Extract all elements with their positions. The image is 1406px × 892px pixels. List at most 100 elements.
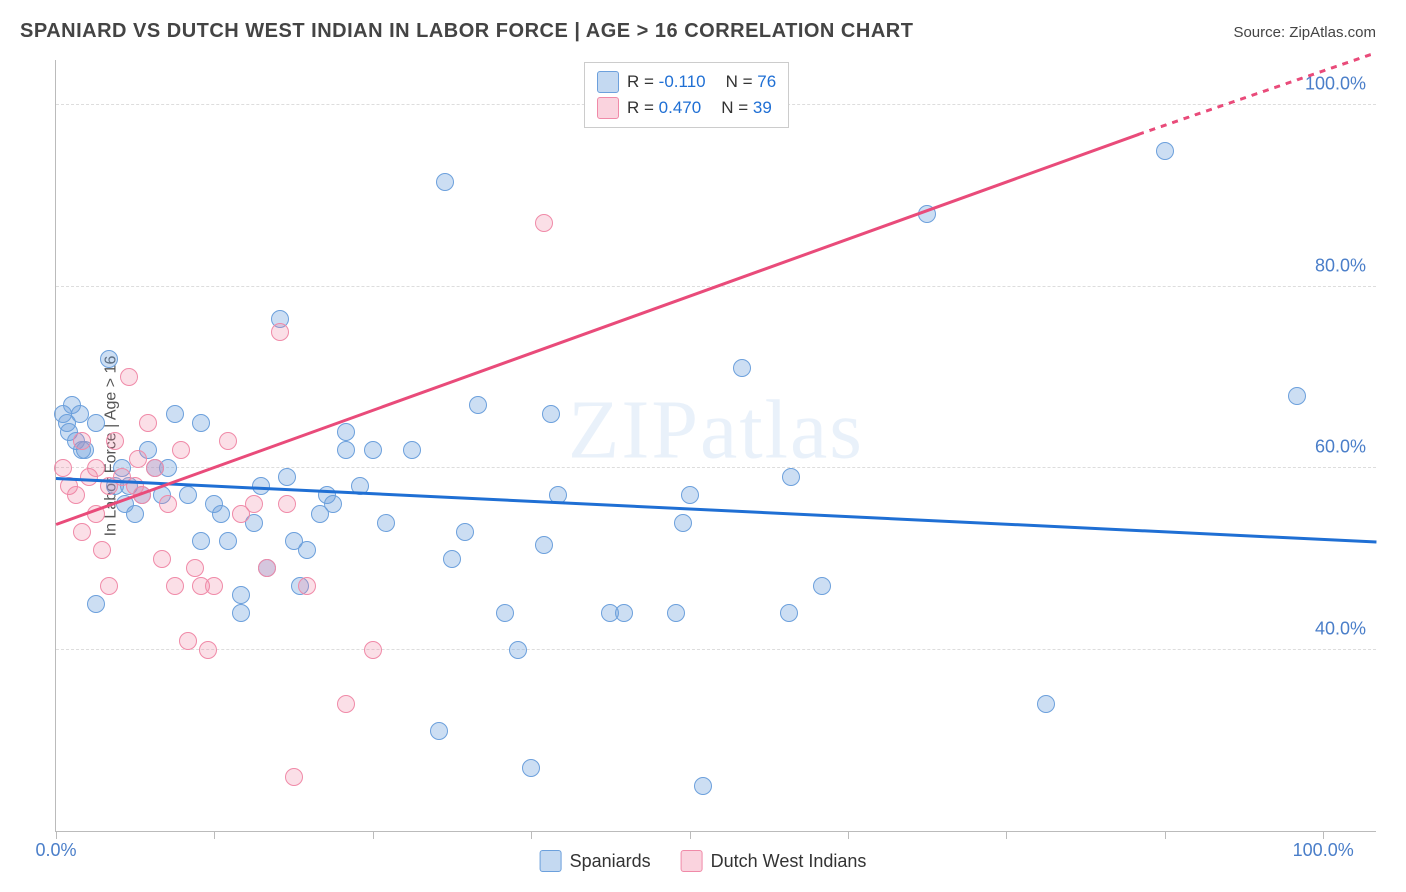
watermark: ZIPatlas bbox=[568, 382, 864, 479]
data-point bbox=[780, 604, 798, 622]
x-tick bbox=[1006, 831, 1007, 839]
data-point bbox=[87, 414, 105, 432]
x-tick-label: 100.0% bbox=[1293, 840, 1354, 861]
stat-n-label: N = 39 bbox=[721, 98, 772, 118]
data-point bbox=[73, 523, 91, 541]
data-point bbox=[219, 432, 237, 450]
x-tick bbox=[56, 831, 57, 839]
data-point bbox=[285, 768, 303, 786]
data-point bbox=[813, 577, 831, 595]
gridline bbox=[56, 467, 1376, 468]
data-point bbox=[179, 486, 197, 504]
data-point bbox=[298, 541, 316, 559]
data-point bbox=[219, 532, 237, 550]
data-point bbox=[93, 541, 111, 559]
stats-legend-row: R = -0.110 N = 76 bbox=[597, 69, 776, 95]
legend-swatch bbox=[597, 71, 619, 93]
data-point bbox=[153, 550, 171, 568]
data-point bbox=[232, 604, 250, 622]
data-point bbox=[258, 559, 276, 577]
data-point bbox=[100, 577, 118, 595]
data-point bbox=[106, 432, 124, 450]
data-point bbox=[166, 405, 184, 423]
x-tick bbox=[1323, 831, 1324, 839]
data-point bbox=[120, 368, 138, 386]
x-tick bbox=[1165, 831, 1166, 839]
data-point bbox=[337, 695, 355, 713]
series-legend: Spaniards Dutch West Indians bbox=[540, 850, 867, 872]
data-point bbox=[443, 550, 461, 568]
data-point bbox=[542, 405, 560, 423]
data-point bbox=[535, 536, 553, 554]
data-point bbox=[73, 432, 91, 450]
data-point bbox=[87, 459, 105, 477]
data-point bbox=[377, 514, 395, 532]
data-point bbox=[364, 641, 382, 659]
source-attribution: Source: ZipAtlas.com bbox=[1233, 24, 1376, 41]
legend-swatch bbox=[540, 850, 562, 872]
data-point bbox=[1037, 695, 1055, 713]
data-point bbox=[232, 586, 250, 604]
data-point bbox=[100, 350, 118, 368]
data-point bbox=[179, 632, 197, 650]
data-point bbox=[139, 414, 157, 432]
data-point bbox=[615, 604, 633, 622]
data-point bbox=[199, 641, 217, 659]
data-point bbox=[681, 486, 699, 504]
chart-container: ZIPatlas In Labor Force | Age > 16 40.0%… bbox=[55, 60, 1376, 832]
data-point bbox=[126, 505, 144, 523]
data-point bbox=[667, 604, 685, 622]
data-point bbox=[430, 722, 448, 740]
data-point bbox=[337, 423, 355, 441]
data-point bbox=[733, 359, 751, 377]
data-point bbox=[337, 441, 355, 459]
data-point bbox=[403, 441, 421, 459]
data-point bbox=[456, 523, 474, 541]
stat-n-label: N = 76 bbox=[726, 72, 777, 92]
data-point bbox=[674, 514, 692, 532]
gridline bbox=[56, 649, 1376, 650]
stat-r-label: R = -0.110 bbox=[627, 72, 706, 92]
x-tick bbox=[531, 831, 532, 839]
data-point bbox=[192, 532, 210, 550]
data-point bbox=[146, 459, 164, 477]
data-point bbox=[278, 495, 296, 513]
data-point bbox=[192, 414, 210, 432]
legend-label: Spaniards bbox=[570, 851, 651, 872]
data-point bbox=[469, 396, 487, 414]
data-point bbox=[186, 559, 204, 577]
plot-area: ZIPatlas In Labor Force | Age > 16 40.0%… bbox=[55, 60, 1376, 832]
data-point bbox=[129, 450, 147, 468]
stat-r-label: R = 0.470 bbox=[627, 98, 701, 118]
data-point bbox=[436, 173, 454, 191]
data-point bbox=[54, 459, 72, 477]
y-tick-label: 100.0% bbox=[1305, 74, 1366, 95]
chart-title: SPANIARD VS DUTCH WEST INDIAN IN LABOR F… bbox=[20, 20, 913, 43]
data-point bbox=[159, 495, 177, 513]
legend-label: Dutch West Indians bbox=[711, 851, 867, 872]
data-point bbox=[509, 641, 527, 659]
data-point bbox=[67, 486, 85, 504]
data-point bbox=[205, 577, 223, 595]
data-point bbox=[1288, 387, 1306, 405]
data-point bbox=[87, 595, 105, 613]
data-point bbox=[212, 505, 230, 523]
data-point bbox=[172, 441, 190, 459]
y-tick-label: 80.0% bbox=[1315, 255, 1366, 276]
data-point bbox=[522, 759, 540, 777]
stats-legend: R = -0.110 N = 76 R = 0.470 N = 39 bbox=[584, 62, 789, 128]
data-point bbox=[1156, 142, 1174, 160]
regression-line bbox=[56, 133, 1139, 525]
legend-swatch bbox=[597, 97, 619, 119]
data-point bbox=[245, 495, 263, 513]
data-point bbox=[166, 577, 184, 595]
data-point bbox=[364, 441, 382, 459]
y-tick-label: 40.0% bbox=[1315, 618, 1366, 639]
x-tick bbox=[690, 831, 691, 839]
y-tick-label: 60.0% bbox=[1315, 437, 1366, 458]
data-point bbox=[694, 777, 712, 795]
data-point bbox=[496, 604, 514, 622]
x-tick bbox=[848, 831, 849, 839]
data-point bbox=[298, 577, 316, 595]
stats-legend-row: R = 0.470 N = 39 bbox=[597, 95, 776, 121]
